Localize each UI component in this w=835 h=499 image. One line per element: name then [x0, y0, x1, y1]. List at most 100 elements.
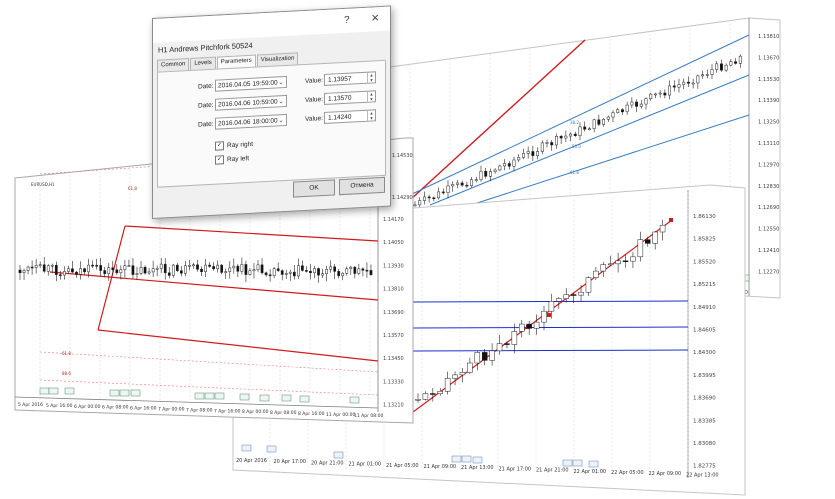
candle-body — [192, 264, 195, 267]
value-field-1[interactable]: 1.13957 ▲ ▼ — [324, 71, 376, 86]
candle-body — [256, 264, 260, 271]
candle-body — [569, 133, 573, 137]
candle-body — [155, 268, 159, 270]
candle-body — [616, 109, 620, 113]
candle-body — [460, 182, 464, 186]
candle-body — [451, 184, 455, 187]
time-tag — [266, 445, 277, 453]
time-tick: 22 Apr 05:00 — [611, 470, 644, 476]
price-tick: 1.13330 — [383, 379, 404, 385]
time-tag — [588, 460, 599, 468]
chevron-down-icon[interactable]: ⌄ — [278, 79, 284, 87]
candle-body — [79, 268, 82, 275]
candle-body — [455, 182, 459, 185]
candle-body — [220, 264, 224, 273]
help-button[interactable]: ? — [344, 14, 350, 26]
candle-body — [556, 298, 562, 302]
candle-body — [175, 264, 179, 271]
candle-body — [519, 323, 525, 332]
time-tick: 20 Apr 21:00 — [311, 460, 344, 466]
pitchfork-upper — [124, 225, 379, 242]
ray-left-checkbox[interactable]: ✓ Ray left — [215, 155, 250, 165]
candle-body — [672, 85, 676, 88]
candle-body — [488, 171, 492, 177]
candle-body — [578, 291, 584, 296]
level-label: 61.8 — [128, 186, 137, 191]
candle-body — [635, 101, 639, 107]
price-tick: 1.14050 — [383, 240, 404, 246]
candle-body — [135, 273, 139, 275]
level-label: 88.6 — [62, 371, 71, 376]
candle-body — [668, 85, 672, 96]
date-field-1[interactable]: 2016.04.05 19:59:00 ⌄ — [215, 75, 287, 92]
ok-button[interactable]: OK — [293, 179, 335, 198]
price-tick: 1.12410 — [758, 248, 779, 254]
candle-body — [67, 268, 70, 272]
value-field-2[interactable]: 1.13570 ▲ ▼ — [324, 90, 376, 105]
candle-body — [677, 84, 681, 88]
spinner-icon[interactable]: ▲ ▼ — [367, 72, 375, 83]
chevron-down-icon[interactable]: ⌄ — [278, 117, 284, 125]
candle-body — [645, 239, 651, 244]
time-tick: 21 Apr 01:00 — [349, 462, 382, 468]
candle-body — [511, 331, 518, 345]
level-dotted — [39, 165, 161, 175]
spinner-icon[interactable]: ▲ ▼ — [367, 91, 375, 102]
chevron-down-icon[interactable]: ⌄ — [278, 98, 284, 106]
candle-body — [606, 116, 610, 120]
candle-body — [232, 265, 236, 269]
candle-body — [597, 119, 601, 125]
time-tag — [572, 459, 583, 467]
candle-body — [521, 153, 525, 158]
candle-body — [418, 200, 422, 206]
candle-body — [107, 267, 111, 274]
price-tick: 1.13930 — [383, 263, 404, 269]
candle-body — [228, 267, 232, 272]
candle-body — [115, 269, 119, 274]
date-field-3[interactable]: 2016.04.06 18:00:00 ⌄ — [215, 113, 287, 130]
candle-body — [593, 270, 599, 278]
candle-body — [630, 256, 636, 262]
candle-body — [63, 271, 66, 276]
date-field-2[interactable]: 2016.04.06 10:59:00 ⌄ — [215, 94, 287, 111]
time-tick: 21 Apr 17:00 — [499, 466, 532, 472]
candle-body — [71, 268, 74, 273]
price-tick: 1.12830 — [758, 184, 779, 190]
candle-body — [95, 265, 98, 267]
candle-body — [139, 267, 143, 274]
checkmark-icon: ✓ — [215, 155, 224, 165]
candle-body — [18, 269, 22, 274]
candle-body — [531, 151, 535, 156]
price-tick: 1.84300 — [693, 350, 716, 356]
candle-body — [639, 103, 643, 107]
candle-body — [248, 270, 252, 275]
value-field-3[interactable]: 1.14240 ▲ ▼ — [324, 109, 376, 124]
candle-body — [301, 265, 304, 271]
candle-body — [724, 64, 728, 71]
candle-body — [236, 265, 240, 272]
time-tick: 20 Apr 2016 — [236, 458, 267, 464]
candle-body — [260, 264, 264, 274]
price-tick: 1.13450 — [383, 356, 404, 362]
chart-symbol: EURUSD,H1 — [31, 182, 55, 187]
candle-body — [470, 179, 474, 187]
price-tick: 1.13390 — [758, 98, 779, 104]
candle-body — [611, 112, 615, 118]
price-tick: 1.85825 — [693, 237, 716, 243]
candle-body — [644, 98, 648, 105]
time-tick: 22 Apr 01:00 — [574, 469, 607, 475]
candle-body — [131, 265, 135, 275]
candle-body — [361, 268, 365, 271]
time-tag — [259, 394, 270, 402]
candle-body — [204, 264, 207, 272]
time-tag — [204, 392, 215, 400]
spinner-icon[interactable]: ▲ ▼ — [367, 110, 375, 121]
pitchfork-lower — [439, 114, 750, 216]
candle-body — [91, 264, 94, 267]
cancel-button[interactable]: Отмена — [339, 176, 385, 196]
candle-body — [540, 142, 544, 152]
close-icon[interactable]: ✕ — [371, 13, 380, 25]
candle-body — [498, 165, 502, 171]
price-tick: 1.12690 — [758, 205, 779, 211]
